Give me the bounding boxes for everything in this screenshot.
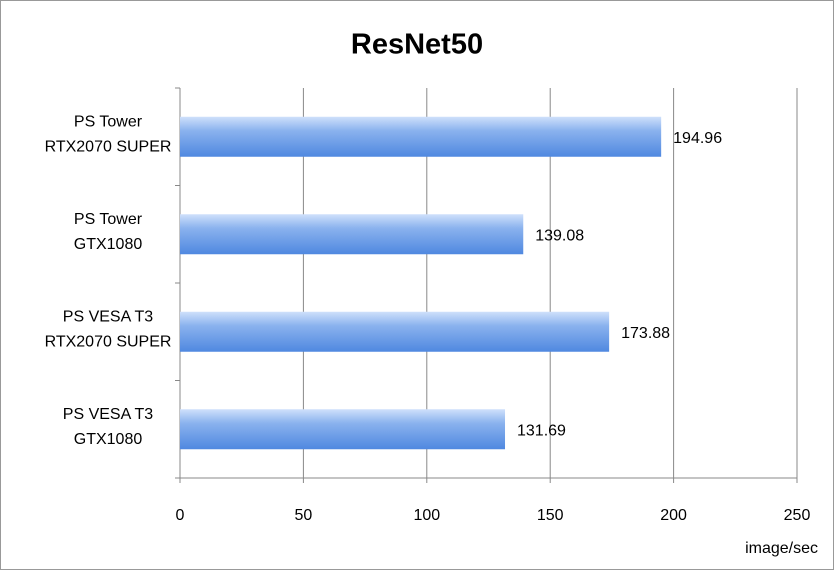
bar: [180, 116, 662, 157]
value-label: 131.69: [517, 422, 566, 439]
bar: [180, 311, 610, 352]
y-tick-label: GTX1080: [74, 236, 143, 253]
y-tick-label: PS VESA T3: [63, 308, 154, 325]
y-tick-label: PS Tower: [74, 113, 143, 130]
y-tick-label: RTX2070 SUPER: [45, 138, 172, 155]
x-tick-label: 50: [295, 507, 313, 524]
bar: [180, 214, 524, 255]
y-tick-label: PS VESA T3: [63, 406, 154, 423]
x-tick-label: 0: [176, 507, 185, 524]
x-tick-label: 200: [660, 507, 687, 524]
value-label: 139.08: [535, 227, 584, 244]
y-tick-label: PS Tower: [74, 211, 143, 228]
x-tick-label: 250: [784, 507, 811, 524]
x-tick-label: 150: [537, 507, 564, 524]
value-label: 194.96: [673, 130, 722, 147]
y-tick-label: GTX1080: [74, 431, 143, 448]
x-tick-label: 100: [413, 507, 440, 524]
value-label: 173.88: [621, 325, 670, 342]
bar: [180, 409, 506, 450]
x-axis-label: image/sec: [745, 540, 818, 557]
chart-title: ResNet50: [351, 29, 483, 61]
y-tick-label: RTX2070 SUPER: [45, 333, 172, 350]
